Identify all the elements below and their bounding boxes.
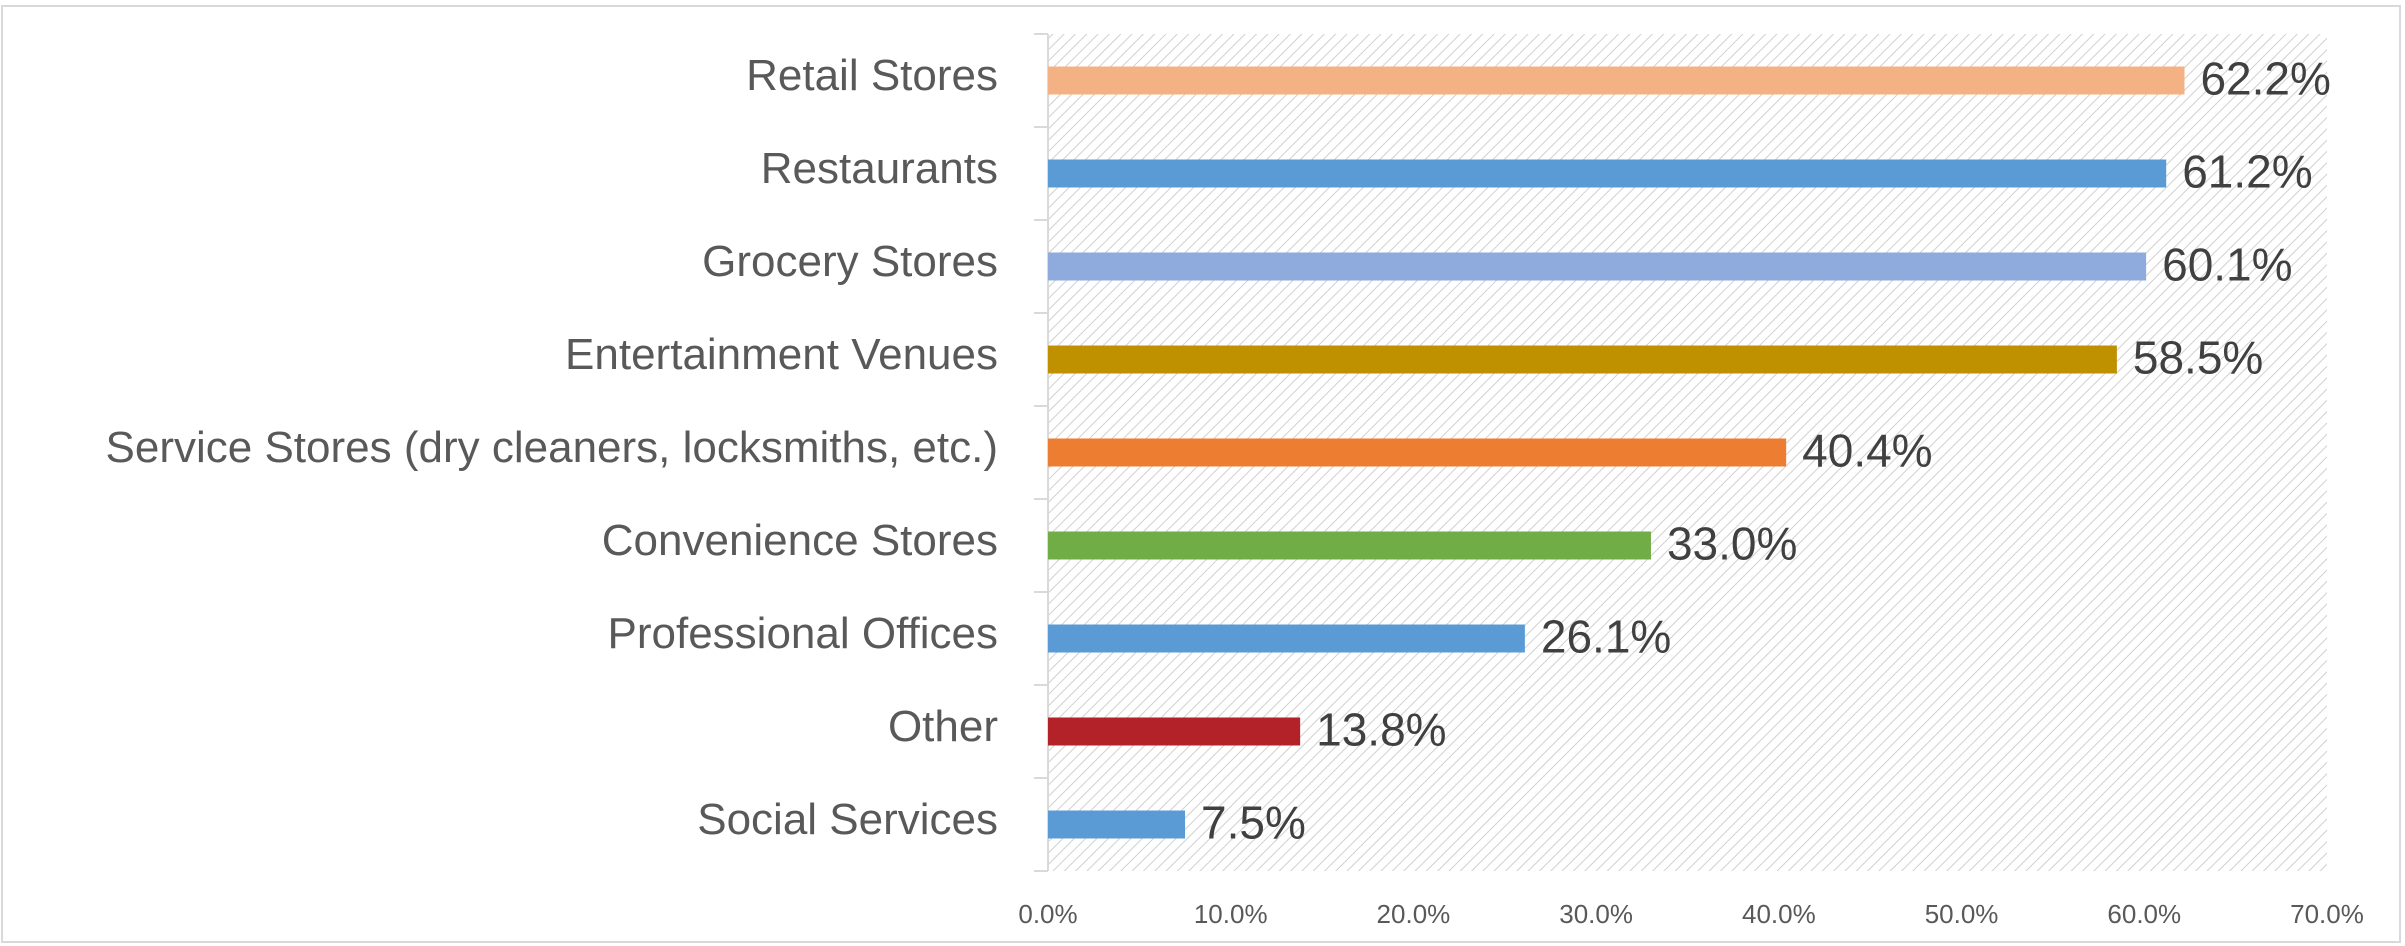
category-label: Entertainment Venues — [565, 330, 998, 379]
bar — [1048, 159, 2167, 188]
x-tick-label: 30.0% — [1559, 899, 1633, 929]
bar — [1048, 624, 1525, 653]
x-tick-label: 60.0% — [2107, 899, 2181, 929]
bar — [1048, 438, 1787, 467]
x-tick-label: 40.0% — [1742, 899, 1816, 929]
x-tick-label: 70.0% — [2290, 899, 2364, 929]
value-label: 13.8% — [1316, 704, 1446, 756]
value-label: 62.2% — [2200, 53, 2330, 105]
bar — [1048, 717, 1301, 746]
value-label: 40.4% — [1802, 425, 1932, 477]
category-label: Social Services — [697, 795, 998, 844]
value-label: 33.0% — [1667, 518, 1797, 570]
bar — [1048, 810, 1186, 839]
chart-border — [1, 5, 2401, 943]
bar — [1048, 345, 2117, 374]
x-tick-label: 20.0% — [1377, 899, 1451, 929]
category-label: Restaurants — [761, 144, 998, 193]
bar — [1048, 66, 2185, 95]
category-label: Convenience Stores — [602, 516, 998, 565]
value-label: 58.5% — [2133, 332, 2263, 384]
x-tick-label: 10.0% — [1194, 899, 1268, 929]
x-tick-label: 50.0% — [1925, 899, 1999, 929]
value-label: 60.1% — [2162, 239, 2292, 291]
category-label: Grocery Stores — [702, 237, 998, 286]
bar — [1048, 252, 2147, 281]
value-label: 26.1% — [1541, 611, 1671, 663]
value-label: 61.2% — [2182, 146, 2312, 198]
category-label: Other — [888, 702, 998, 751]
value-label: 7.5% — [1201, 797, 1306, 849]
category-label: Retail Stores — [746, 51, 998, 100]
category-label: Professional Offices — [608, 609, 998, 658]
x-tick-label: 0.0% — [1018, 899, 1077, 929]
category-label: Service Stores (dry cleaners, locksmiths… — [106, 423, 998, 472]
bar — [1048, 531, 1651, 560]
